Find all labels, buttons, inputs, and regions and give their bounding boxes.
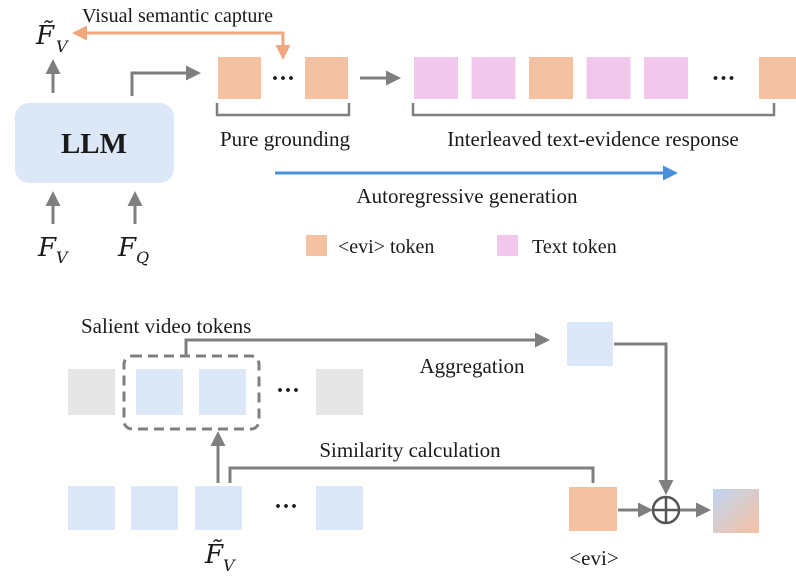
- response-label: Interleaved text-evidence response: [447, 127, 739, 151]
- response-evi-token: [529, 57, 573, 99]
- legend-evi-swatch: [306, 235, 327, 256]
- video-token: [68, 486, 115, 530]
- legend-text-swatch: [497, 235, 518, 256]
- llm-to-grounding-arrow: [130, 65, 201, 96]
- response-text-token: [471, 57, 516, 99]
- salient-label: Salient video tokens: [81, 314, 251, 338]
- response-sequence: ···: [414, 57, 796, 99]
- capture-label: Visual semantic capture: [82, 5, 273, 27]
- legend: <evi> token Text token: [306, 235, 617, 258]
- response-text-token: [414, 57, 458, 99]
- aggregation-arrow: [184, 332, 550, 356]
- grounding-bracket: [215, 103, 351, 117]
- bottom-panel: Salient video tokens ··· Aggregation Sim…: [68, 314, 759, 575]
- svg-text:F: F: [117, 233, 137, 263]
- gray-token: [316, 369, 363, 415]
- svg-text:Q: Q: [136, 248, 149, 267]
- llm-label: LLM: [61, 128, 127, 160]
- aggregation-label: Aggregation: [420, 354, 525, 378]
- salient-video-token: [136, 369, 183, 415]
- grounding-evi-token: [305, 57, 348, 99]
- grounding-ellipsis: ···: [271, 66, 295, 92]
- evi-label: <evi>: [569, 546, 618, 570]
- svg-text:F: F: [37, 233, 57, 263]
- f-tilde-v-label: F̃ V: [204, 539, 236, 575]
- legend-evi-label: <evi> token: [338, 236, 434, 258]
- bottom-row-ellipsis: ···: [274, 494, 298, 520]
- svg-text:F̃: F̃: [35, 20, 55, 51]
- capture-arrow: [72, 25, 291, 60]
- response-ellipsis: ···: [711, 66, 735, 92]
- fq-input: F Q: [117, 233, 149, 267]
- autoregressive-label: Autoregressive generation: [356, 184, 578, 208]
- fv-input: F V: [37, 233, 69, 267]
- top-panel: LLM F̃ V Visual semantic capture ··· Pur…: [15, 5, 796, 267]
- salient-selection-box: [122, 354, 261, 431]
- video-token: [316, 486, 363, 530]
- evi-token: [569, 487, 617, 531]
- video-token: [131, 486, 178, 530]
- svg-text:V: V: [56, 37, 69, 56]
- grounding-label: Pure grounding: [220, 127, 351, 151]
- video-token: [195, 486, 242, 530]
- llm-box: [15, 103, 174, 183]
- f-tilde-v-output: F̃ V: [35, 20, 69, 56]
- legend-text-label: Text token: [532, 236, 617, 258]
- response-text-token: [586, 57, 631, 99]
- fused-output-token: [713, 489, 759, 533]
- response-bracket: [411, 103, 776, 117]
- plus-operator: [651, 495, 681, 525]
- aggregated-to-plus-arrow: [614, 342, 674, 495]
- svg-text:F̃: F̃: [204, 539, 224, 570]
- response-text-token: [644, 57, 688, 99]
- gray-token: [68, 369, 115, 415]
- top-row-ellipsis: ···: [276, 378, 300, 404]
- aggregated-token: [567, 322, 613, 366]
- grounding-evi-token: [218, 57, 261, 99]
- salient-video-token: [199, 369, 246, 415]
- similarity-label: Similarity calculation: [319, 438, 501, 462]
- response-evi-token: [759, 57, 796, 99]
- svg-text:V: V: [223, 556, 236, 575]
- svg-text:V: V: [56, 248, 69, 267]
- similarity-connector: [228, 466, 595, 483]
